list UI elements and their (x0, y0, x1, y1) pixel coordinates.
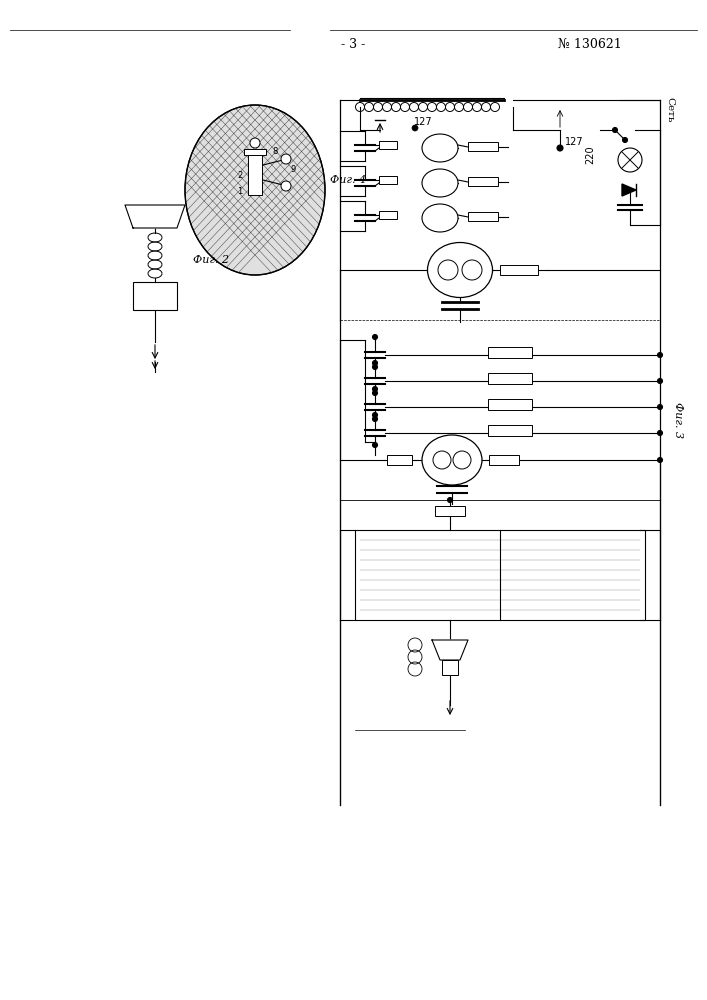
Bar (488, 373, 532, 384)
Ellipse shape (422, 134, 458, 162)
Text: Фиг. 3: Фиг. 3 (673, 402, 683, 438)
Bar (379, 141, 397, 149)
Circle shape (658, 458, 662, 462)
Circle shape (281, 154, 291, 164)
Circle shape (373, 364, 378, 369)
Bar (488, 399, 532, 410)
Text: № 130621: № 130621 (558, 38, 622, 51)
Circle shape (622, 137, 628, 142)
Ellipse shape (422, 169, 458, 197)
Circle shape (373, 412, 378, 418)
Circle shape (373, 334, 378, 340)
Polygon shape (125, 205, 185, 228)
Circle shape (658, 404, 662, 410)
Circle shape (412, 125, 418, 131)
Bar (379, 211, 397, 219)
Circle shape (373, 360, 378, 365)
Bar (442, 660, 458, 675)
Ellipse shape (422, 435, 482, 485)
Text: 2: 2 (238, 170, 243, 180)
Bar (468, 177, 498, 186)
Circle shape (373, 386, 378, 391)
Text: 127: 127 (565, 137, 583, 147)
Polygon shape (432, 640, 468, 660)
Circle shape (373, 390, 378, 395)
Bar (468, 212, 498, 221)
Ellipse shape (428, 242, 493, 298)
Circle shape (281, 181, 291, 191)
Text: 8: 8 (272, 147, 278, 156)
Circle shape (612, 127, 617, 132)
Circle shape (658, 430, 662, 436)
Text: 127: 127 (414, 117, 432, 127)
Bar (468, 142, 498, 151)
Text: - 3 -: - 3 - (341, 38, 365, 51)
Bar (488, 425, 532, 436)
Circle shape (373, 416, 378, 422)
Text: Сеть: Сеть (665, 97, 674, 123)
Circle shape (658, 353, 662, 358)
Bar (133, 282, 177, 310)
Bar (355, 530, 645, 620)
Text: 9: 9 (291, 165, 296, 174)
Bar (500, 265, 538, 275)
Bar (489, 455, 519, 465)
Bar (435, 506, 465, 516)
Ellipse shape (185, 105, 325, 275)
Bar (379, 176, 397, 184)
Bar (488, 347, 532, 358)
Polygon shape (622, 184, 636, 196)
Circle shape (658, 378, 662, 383)
Circle shape (250, 138, 260, 148)
Text: 220: 220 (585, 146, 595, 164)
Text: 1: 1 (238, 188, 243, 196)
Bar (244, 149, 266, 155)
Ellipse shape (422, 204, 458, 232)
Circle shape (448, 497, 452, 502)
Bar (387, 455, 412, 465)
Bar (248, 155, 262, 195)
Text: Фиг. 2: Фиг. 2 (193, 255, 229, 265)
Circle shape (373, 442, 378, 448)
Text: Фиг. 4: Фиг. 4 (330, 175, 366, 185)
Circle shape (557, 145, 563, 151)
